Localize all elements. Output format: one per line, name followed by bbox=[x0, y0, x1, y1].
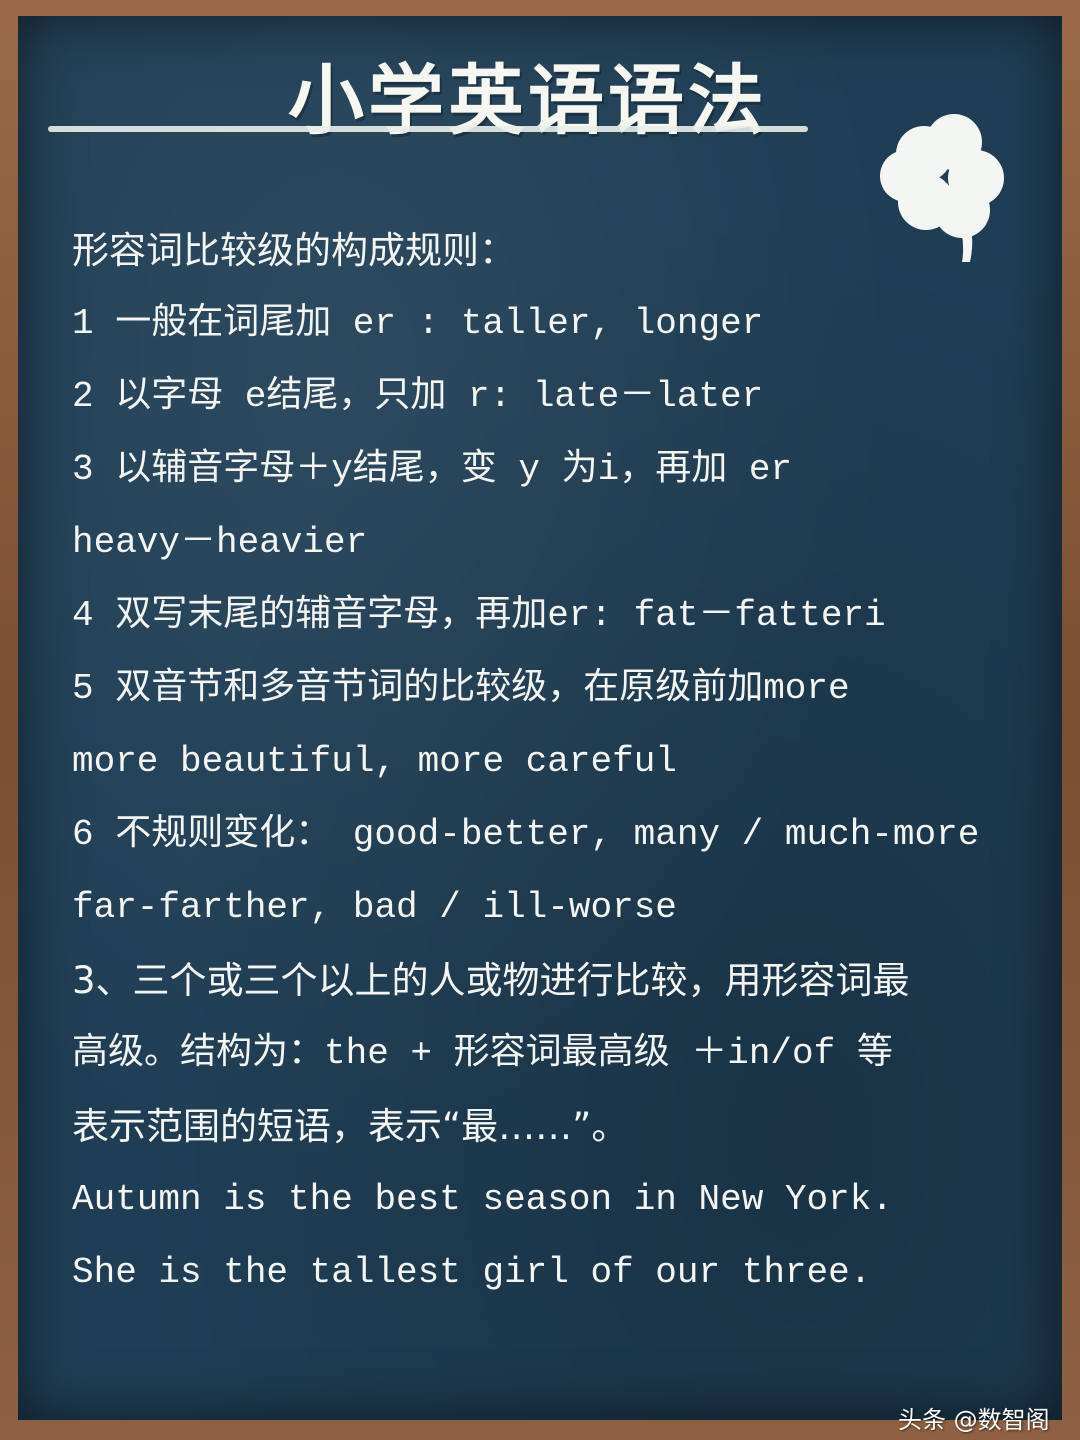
watermark: 头条 @数智阁 bbox=[898, 1406, 1050, 1434]
title-underline bbox=[48, 126, 808, 132]
clover-icon bbox=[880, 114, 1004, 262]
rule-6: 6 不规则变化： good-better, many / much-more bbox=[72, 814, 980, 855]
heading-comparative-rules: 形容词比较级的构成规则： bbox=[72, 229, 516, 272]
superlative-rule-line-3: 表示范围的短语，表示“最……”。 bbox=[72, 1105, 629, 1148]
example-sentence-1: Autumn is the best season in New York. bbox=[72, 1179, 893, 1220]
chalkboard: 小学英语语法 形容词比较级的构成规则： 1 一般在词尾加 er : taller… bbox=[18, 16, 1062, 1434]
rule-1: 1 一般在词尾加 er : taller, longer bbox=[72, 303, 764, 344]
rule-5-example: more beautiful, more careful bbox=[72, 741, 677, 782]
page-title: 小学英语语法 bbox=[288, 56, 768, 145]
rule-3-example: heavy－heavier bbox=[72, 522, 368, 563]
example-sentence-2: She is the tallest girl of our three. bbox=[72, 1252, 872, 1293]
rule-3: 3 以辅音字母＋y结尾，变 y 为i，再加 er bbox=[72, 449, 793, 490]
superlative-rule-line-2: 高级。结构为：the + 形容词最高级 ＋in/of 等 bbox=[72, 1033, 893, 1074]
superlative-rule-line-1: 3、三个或三个以上的人或物进行比较，用形容词最 bbox=[72, 959, 910, 1002]
grammar-content: 形容词比较级的构成规则： 1 一般在词尾加 er : taller, longe… bbox=[72, 214, 1052, 1309]
rule-4: 4 双写末尾的辅音字母，再加er: fat－fatteri bbox=[72, 595, 886, 636]
rule-2: 2 以字母 e结尾，只加 r: late－later bbox=[72, 376, 764, 417]
rule-6-example: far-farther, bad / ill-worse bbox=[72, 887, 677, 928]
rule-5: 5 双音节和多音节词的比较级，在原级前加more bbox=[72, 668, 850, 709]
